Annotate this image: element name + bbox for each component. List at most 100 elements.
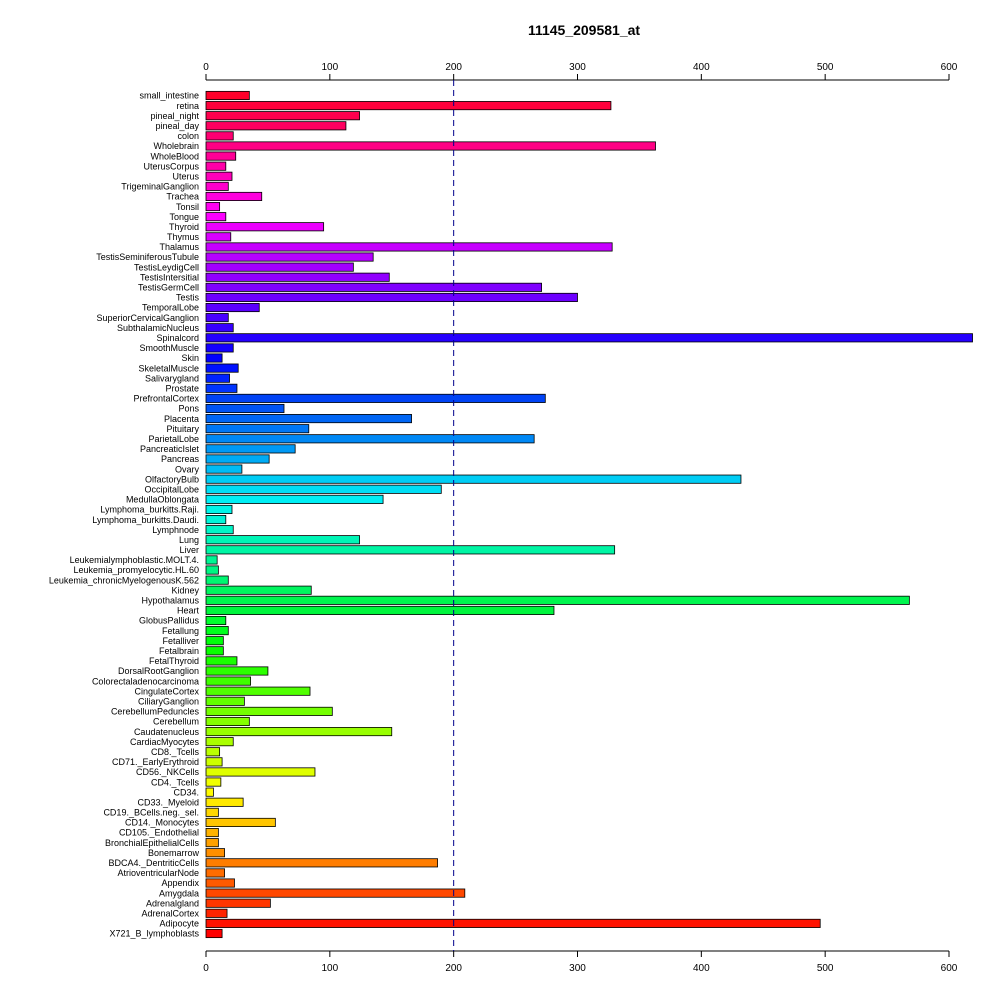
category-label-Adrenalgland: Adrenalgland <box>146 898 199 908</box>
bar-BDCA4._DentriticCells <box>205 858 438 868</box>
category-label-Adipocyte: Adipocyte <box>159 919 199 929</box>
category-label-CD56._NKCells: CD56._NKCells <box>136 767 200 777</box>
bar-Spinalcord <box>205 333 973 343</box>
category-label-BDCA4._DentriticCells: BDCA4._DentriticCells <box>108 858 199 868</box>
bar-SubthalamicNucleus <box>205 323 234 333</box>
category-label-TestisSeminiferousTubule: TestisSeminiferousTubule <box>96 252 199 262</box>
bar-Pons <box>205 403 285 414</box>
bar-Leukemia_chronicMyelogenousK.562 <box>205 575 229 585</box>
chart-title: 11145_209581_at <box>528 22 640 38</box>
bar-Pancreas <box>205 454 270 464</box>
category-label-TestisIntersitial: TestisIntersitial <box>140 272 199 282</box>
category-label-Leukemialymphoblastic.MOLT.4.: Leukemialymphoblastic.MOLT.4. <box>70 555 199 565</box>
category-label-Pancreas: Pancreas <box>161 454 200 464</box>
bar-Fetalbrain <box>205 646 224 656</box>
bar-Appendix <box>205 878 235 888</box>
category-label-Leukemia_chronicMyelogenousK.562: Leukemia_chronicMyelogenousK.562 <box>49 575 199 585</box>
bar-retina <box>205 101 612 111</box>
category-label-Liver: Liver <box>179 545 199 555</box>
bar-AdrenalCortex <box>205 908 228 918</box>
category-label-CD4._Tcells: CD4._Tcells <box>151 777 200 787</box>
category-label-SuperiorCervicalGanglion: SuperiorCervicalGanglion <box>96 313 199 323</box>
category-label-Bonemarrow: Bonemarrow <box>148 848 200 858</box>
bar-CD33._Myeloid <box>205 797 244 807</box>
bar-TestisIntersitial <box>205 272 390 282</box>
category-label-Heart: Heart <box>177 606 200 616</box>
category-label-CD8._Tcells: CD8._Tcells <box>151 747 200 757</box>
tick-label: 400 <box>693 62 710 73</box>
category-label-PancreaticIslet: PancreaticIslet <box>140 444 200 454</box>
bar-UterusCorpus <box>205 161 227 171</box>
bar-Testis <box>205 292 578 302</box>
category-label-Colorectaladenocarcinoma: Colorectaladenocarcinoma <box>92 676 199 686</box>
category-label-SubthalamicNucleus: SubthalamicNucleus <box>117 323 200 333</box>
x-axis-top: 0 100 200 300 400 500 600 <box>203 62 958 81</box>
bar-Fetalliver <box>205 636 224 646</box>
tick-label: 600 <box>941 62 958 73</box>
bar-Trachea <box>205 191 263 202</box>
bar-CerebellumPeduncles <box>205 706 333 716</box>
x-axis-bottom: 0 100 200 300 400 500 600 <box>203 950 958 974</box>
tick-label: 0 <box>203 963 209 974</box>
bar-Lymphnode <box>205 525 234 535</box>
bar-Pituitary <box>205 424 310 434</box>
bar-Thyroid <box>205 222 325 232</box>
tick-label: 400 <box>693 963 710 974</box>
bar-GlobusPallidus <box>205 615 227 626</box>
tick-label: 200 <box>445 963 462 974</box>
bar-pineal_day <box>205 121 347 131</box>
bar-AtrioventricularNode <box>205 868 225 878</box>
category-label-Ovary: Ovary <box>175 464 200 474</box>
bar-TestisLeydigCell <box>205 262 354 272</box>
category-label-CardiacMyocytes: CardiacMyocytes <box>130 737 200 747</box>
bar-SmoothMuscle <box>205 343 234 353</box>
category-label-CD19._BCells.neg._sel.: CD19._BCells.neg._sel. <box>103 808 199 818</box>
category-labels-group: small_intestineretinapineal_nightpineal_… <box>49 91 200 939</box>
category-label-Thyroid: Thyroid <box>169 222 199 232</box>
bar-TrigeminalGanglion <box>205 181 229 191</box>
bar-CD105._Endothelial <box>205 828 219 838</box>
bar-Tonsil <box>205 202 221 212</box>
bar-Tongue <box>205 212 227 222</box>
tick-label: 600 <box>941 963 958 974</box>
tick-label: 500 <box>817 963 834 974</box>
bar-ParietalLobe <box>205 434 535 444</box>
bar-Bonemarrow <box>205 848 225 858</box>
tick-label: 100 <box>321 963 338 974</box>
category-label-Pituitary: Pituitary <box>166 424 199 434</box>
category-label-WholeBlood: WholeBlood <box>150 151 199 161</box>
bar-CD34. <box>205 787 214 797</box>
category-label-SmoothMuscle: SmoothMuscle <box>139 343 199 353</box>
category-label-pineal_night: pineal_night <box>150 111 199 121</box>
category-label-CerebellumPeduncles: CerebellumPeduncles <box>111 707 200 717</box>
bar-SuperiorCervicalGanglion <box>205 313 229 323</box>
category-label-GlobusPallidus: GlobusPallidus <box>139 616 200 626</box>
category-label-UterusCorpus: UterusCorpus <box>143 161 199 171</box>
category-label-Lymphoma_burkitts.Raji.: Lymphoma_burkitts.Raji. <box>100 505 199 515</box>
category-label-Lymphnode: Lymphnode <box>152 525 199 535</box>
bar-Wholebrain <box>205 141 656 151</box>
bars-group <box>205 90 973 939</box>
bar-Ovary <box>205 464 243 474</box>
bar-Lung <box>205 535 360 545</box>
bar-Lymphoma_burkitts.Raji. <box>205 504 233 514</box>
category-label-Placenta: Placenta <box>164 414 199 424</box>
tick-label: 500 <box>817 62 834 73</box>
category-label-AtrioventricularNode: AtrioventricularNode <box>117 868 199 878</box>
bar-Lymphoma_burkitts.Daudi. <box>205 515 227 525</box>
category-label-CD34.: CD34. <box>173 787 199 797</box>
bar-Adipocyte <box>205 918 821 928</box>
bar-Leukemialymphoblastic.MOLT.4. <box>205 555 218 565</box>
category-label-CD33._Myeloid: CD33._Myeloid <box>137 797 199 807</box>
bar-X721_B_lymphoblasts <box>205 928 223 939</box>
bar-CingulateCortex <box>205 686 311 696</box>
bar-TestisSeminiferousTubule <box>205 252 374 262</box>
category-label-TestisLeydigCell: TestisLeydigCell <box>134 262 199 272</box>
bar-PrefrontalCortex <box>205 393 546 403</box>
category-label-Skin: Skin <box>181 353 199 363</box>
category-label-Leukemia_promyelocytic.HL.60: Leukemia_promyelocytic.HL.60 <box>73 565 199 575</box>
category-label-Thymus: Thymus <box>167 232 200 242</box>
category-label-TrigeminalGanglion: TrigeminalGanglion <box>121 182 199 192</box>
bar-PancreaticIslet <box>205 444 296 454</box>
